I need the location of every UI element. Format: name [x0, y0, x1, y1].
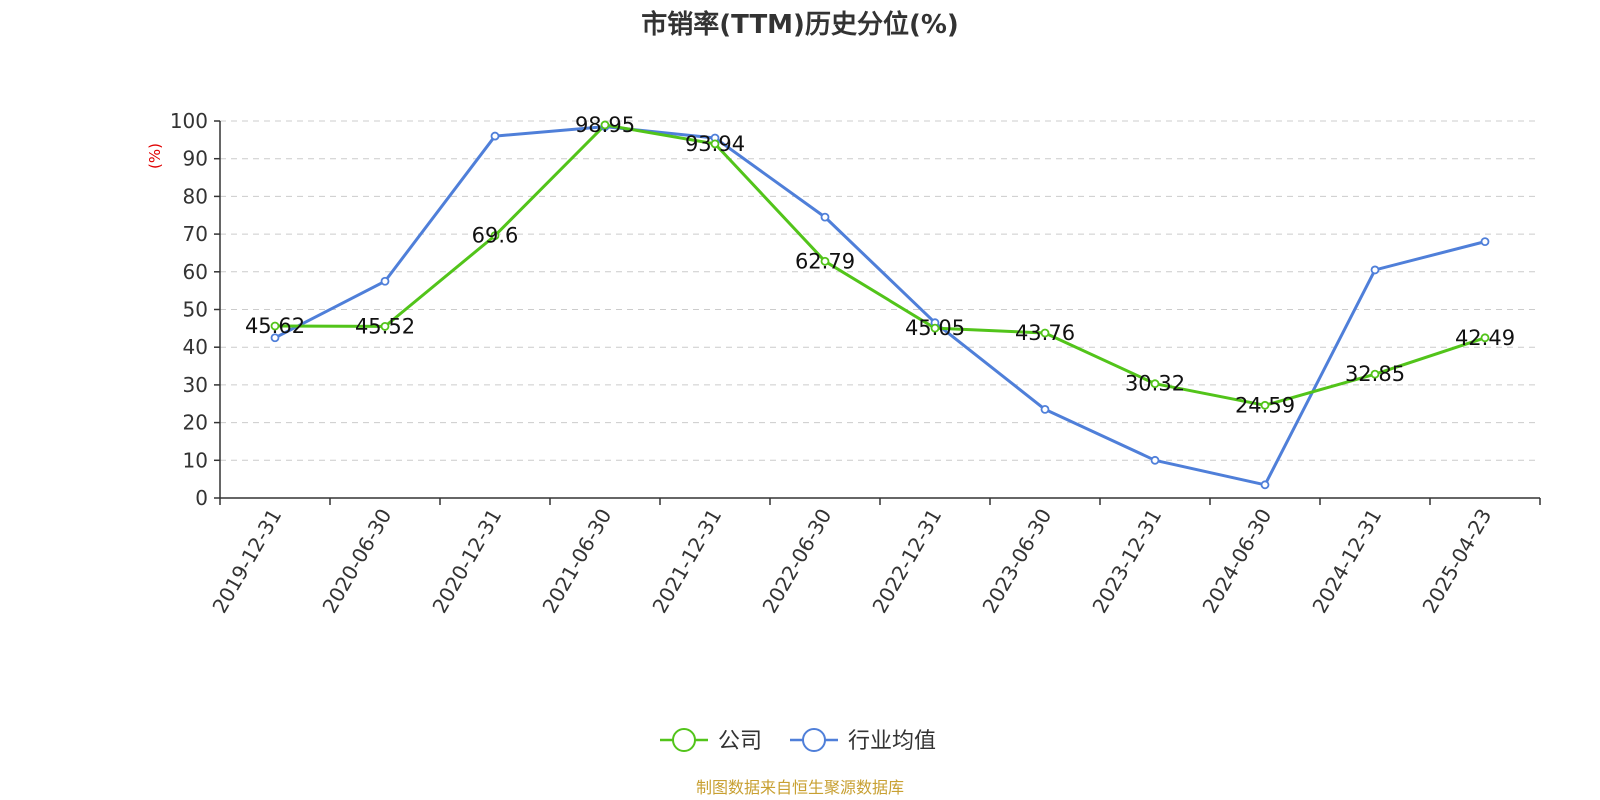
legend: 公司 行业均值	[660, 728, 936, 754]
y-tick-label-60: 60	[183, 260, 208, 284]
x-tick-label-2019-12-31: 2019-12-31	[207, 505, 286, 618]
series-1-point-5	[820, 212, 830, 222]
series-0-point-2	[490, 231, 500, 241]
series-1-point-0	[270, 333, 280, 343]
legend-label-industry-average: 行业均值	[848, 729, 936, 754]
x-tick-label-2021-12-31: 2021-12-31	[647, 505, 726, 618]
grid-lines	[220, 120, 1540, 461]
x-tick-label-2023-12-31: 2023-12-31	[1087, 505, 1166, 618]
series-0-point-4	[710, 139, 720, 149]
x-tick-label-2025-04-23: 2025-04-23	[1417, 505, 1496, 618]
data-label-0: 45.62	[245, 314, 305, 338]
series-1-point-8	[1150, 455, 1160, 465]
x-tick-label-2020-06-30: 2020-06-30	[317, 505, 396, 618]
legend-marker-company	[672, 728, 696, 752]
data-label-5: 62.79	[795, 249, 855, 273]
x-tick-label-2022-06-30: 2022-06-30	[757, 505, 836, 618]
chart-title: 市销率(TTM)历史分位(%)	[641, 9, 959, 40]
data-label-7: 43.76	[1015, 321, 1075, 345]
series-1-point-7	[1040, 405, 1050, 414]
y-tick-label-90: 90	[183, 147, 208, 171]
series-0-point-7	[1040, 328, 1050, 338]
x-tick-label-2024-06-30: 2024-06-30	[1197, 505, 1276, 618]
legend-item-industry-average[interactable]: 行业均值	[790, 728, 936, 754]
legend-label-company: 公司	[718, 729, 762, 754]
data-label-8: 30.32	[1125, 372, 1185, 396]
axes	[214, 120, 1541, 505]
legend-marker-industry-average	[802, 728, 826, 752]
series-1-point-10	[1370, 265, 1380, 275]
series-0-point-1	[380, 321, 390, 331]
series-0-point-11	[1480, 333, 1490, 343]
x-tick-label-2024-12-31: 2024-12-31	[1307, 505, 1386, 618]
x-tick-label-2023-06-30: 2023-06-30	[977, 505, 1056, 618]
data-label-4: 93.94	[685, 132, 745, 156]
x-tick-labels: 2019-12-31 2020-06-30 2020-12-31 2021-06-30…	[207, 505, 1496, 618]
series-0-point-8	[1150, 379, 1160, 389]
series-1-point-1	[380, 276, 390, 286]
y-tick-label-50: 50	[183, 298, 208, 322]
series-0-point-5	[820, 256, 830, 266]
y-tick-label-30: 30	[183, 373, 208, 397]
series-0-point-9	[1260, 400, 1270, 410]
y-tick-labels: 0 10 20 30 40 50 60 70 80 90 100	[170, 109, 208, 510]
x-tick-label-2020-12-31: 2020-12-31	[427, 505, 506, 618]
data-label-2: 69.6	[472, 224, 519, 248]
series-1-point-9	[1260, 480, 1270, 490]
data-label-9: 24.59	[1235, 393, 1295, 417]
series-1-point-2	[490, 131, 500, 141]
series-0-point-0	[270, 321, 280, 331]
x-tick-label-2022-12-31: 2022-12-31	[867, 505, 946, 618]
y-tick-label-80: 80	[183, 184, 208, 208]
data-label-3: 98.95	[575, 113, 635, 137]
y-tick-label-10: 10	[183, 448, 208, 472]
y-tick-label-0: 0	[195, 486, 208, 510]
y-tick-label-100: 100	[170, 109, 208, 133]
y-tick-label-40: 40	[183, 335, 208, 359]
data-label-10: 32.85	[1345, 362, 1405, 386]
series-lines	[270, 120, 1490, 490]
series-0-point-6	[930, 323, 940, 333]
data-label-11: 42.49	[1455, 326, 1515, 350]
x-tick-label-2021-06-30: 2021-06-30	[537, 505, 616, 618]
data-label-1: 45.52	[355, 314, 415, 338]
data-label-6: 45.05	[905, 316, 965, 340]
series-0-point-10	[1370, 369, 1380, 379]
y-tick-label-20: 20	[183, 411, 208, 435]
series-line-0	[274, 123, 1486, 407]
series-0-point-3	[600, 120, 610, 130]
series-line-1	[274, 125, 1486, 487]
data-source-note: 制图数据来自恒生聚源数据库	[696, 778, 904, 797]
series-1-point-11	[1480, 237, 1490, 247]
y-axis-label: (%)	[146, 143, 164, 169]
data-labels: 45.62 45.52 69.6 98.95 93.94 62.79 45.05 43.76 3…	[245, 113, 1515, 417]
legend-item-company[interactable]: 公司	[660, 728, 762, 754]
y-tick-label-70: 70	[183, 222, 208, 246]
